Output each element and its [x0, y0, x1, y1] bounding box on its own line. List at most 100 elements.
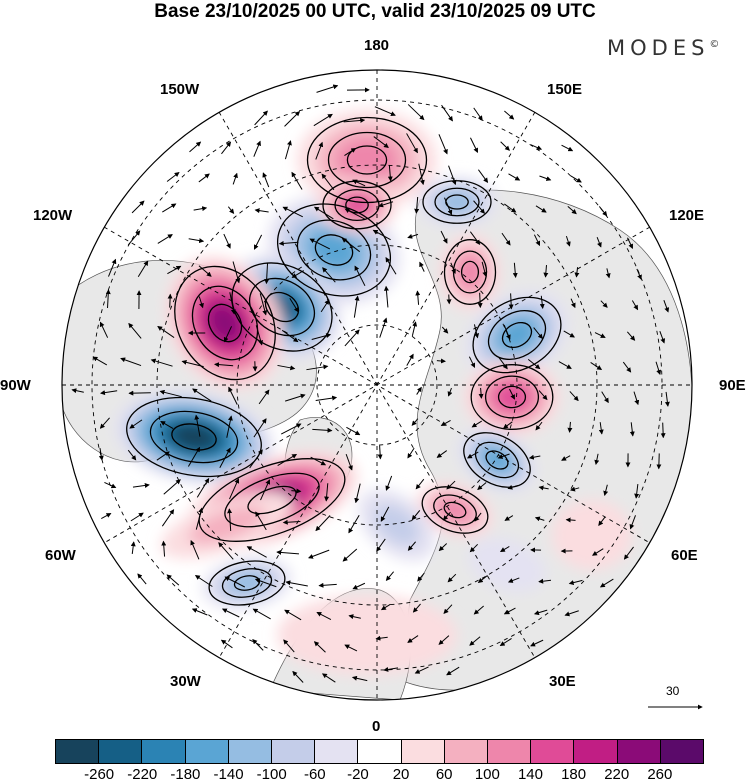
wind-arrow	[660, 422, 666, 439]
wind-arrow	[500, 141, 510, 151]
wind-arrow	[282, 519, 301, 525]
colorbar-tick-label: 260	[647, 766, 673, 783]
wind-arrow	[214, 362, 234, 368]
height-contour	[345, 196, 369, 214]
wind-arrow	[508, 293, 514, 310]
wind-arrow	[190, 539, 200, 560]
anomaly-low	[417, 177, 497, 227]
wind-arrow	[129, 419, 143, 429]
wind-arrow	[473, 605, 484, 615]
wind-arrow	[198, 265, 212, 277]
wind-arrow	[444, 197, 453, 216]
wind-arrow	[415, 290, 421, 305]
wind-arrow	[310, 456, 327, 466]
wind-arrow	[306, 364, 329, 371]
wind-arrow	[181, 359, 204, 368]
wind-arrow	[527, 358, 541, 370]
wind-arrow	[315, 395, 338, 401]
wind-arrow	[414, 196, 420, 214]
wind-arrow	[417, 572, 425, 582]
colorbar-tick-label: -140	[213, 766, 244, 783]
wind-arrow	[227, 206, 235, 214]
wind-arrow	[468, 356, 476, 369]
wind-arrow	[558, 361, 572, 369]
wind-arrow	[127, 230, 141, 246]
wind-arrow	[283, 639, 295, 653]
wind-arrow	[280, 423, 302, 435]
wind-arrow	[503, 324, 511, 340]
colorbar-tick-label: -220	[127, 766, 158, 783]
wind-arrow	[539, 295, 545, 309]
wind-arrow	[167, 265, 182, 275]
lon-label-60w: 60W	[45, 547, 76, 564]
colorbar-tick-label: -20	[347, 766, 369, 783]
wind-arrow	[406, 133, 418, 154]
wind-arrow	[223, 326, 233, 343]
wind-arrow	[284, 111, 301, 127]
wind-arrow	[354, 483, 361, 504]
wind-arrow	[563, 330, 575, 338]
contour-set	[421, 486, 489, 534]
wind-arrow	[318, 582, 337, 588]
height-contour	[198, 458, 346, 542]
wind-arrow	[565, 517, 576, 523]
wind-arrow	[440, 230, 448, 244]
wind-arrow	[315, 141, 324, 160]
wind-arrow	[128, 390, 151, 396]
wind-arrow	[99, 321, 109, 338]
wind-arrow	[473, 200, 485, 214]
wind-arrow	[229, 292, 236, 315]
wind-arrow	[504, 515, 514, 521]
height-contour	[434, 187, 480, 217]
wind-arrow	[188, 238, 205, 244]
wind-arrow	[253, 234, 263, 250]
wind-arrow	[291, 171, 303, 190]
anomaly-band	[457, 255, 483, 289]
wind-arrow	[419, 261, 425, 272]
wind-arrow	[533, 327, 543, 340]
wind-arrow	[309, 238, 331, 250]
wind-arrow	[471, 420, 482, 428]
wind-arrow	[354, 265, 366, 287]
wind-arrow	[315, 515, 331, 532]
colorbar-tick-label: 220	[604, 766, 630, 783]
wind-arrow	[128, 322, 142, 339]
wind-arrow	[228, 386, 238, 405]
reference-vector-label: 30	[666, 684, 680, 698]
wind-arrow	[443, 604, 453, 614]
wind-arrow	[503, 607, 516, 615]
wind-arrow	[226, 415, 233, 438]
colorbar-swatch	[228, 740, 273, 763]
wind-arrow	[448, 165, 457, 186]
wind-arrow	[477, 292, 483, 309]
wind-arrow	[478, 387, 484, 399]
wind-arrow	[163, 479, 181, 495]
wind-arrow	[498, 357, 508, 370]
wind-arrow	[252, 608, 271, 620]
wind-arrow	[543, 265, 549, 278]
anomaly-low	[468, 537, 546, 593]
wind-arrow	[383, 667, 399, 672]
wind-arrow	[512, 262, 518, 278]
wind-arrow	[600, 300, 608, 308]
wind-arrow	[344, 644, 358, 652]
brand-logo: MODES©	[607, 36, 719, 60]
wind-arrow	[246, 546, 267, 558]
height-contour	[327, 131, 407, 189]
wind-arrow	[415, 478, 425, 490]
wind-arrow	[157, 325, 175, 338]
wind-arrow	[291, 488, 302, 494]
wind-arrow	[99, 417, 110, 429]
wind-arrow	[218, 542, 234, 560]
colorbar-tick-label: 100	[474, 766, 500, 783]
wind-arrow	[353, 295, 360, 318]
lon-label-30e: 30E	[549, 673, 576, 690]
wind-arrow	[380, 506, 390, 522]
wind-arrow	[634, 483, 640, 499]
wind-arrow	[412, 603, 421, 613]
wind-arrow	[377, 445, 383, 460]
wind-arrow	[249, 449, 263, 469]
wind-arrow	[567, 421, 573, 433]
latitude-circle-70	[236, 244, 518, 526]
wind-arrow	[538, 578, 552, 584]
